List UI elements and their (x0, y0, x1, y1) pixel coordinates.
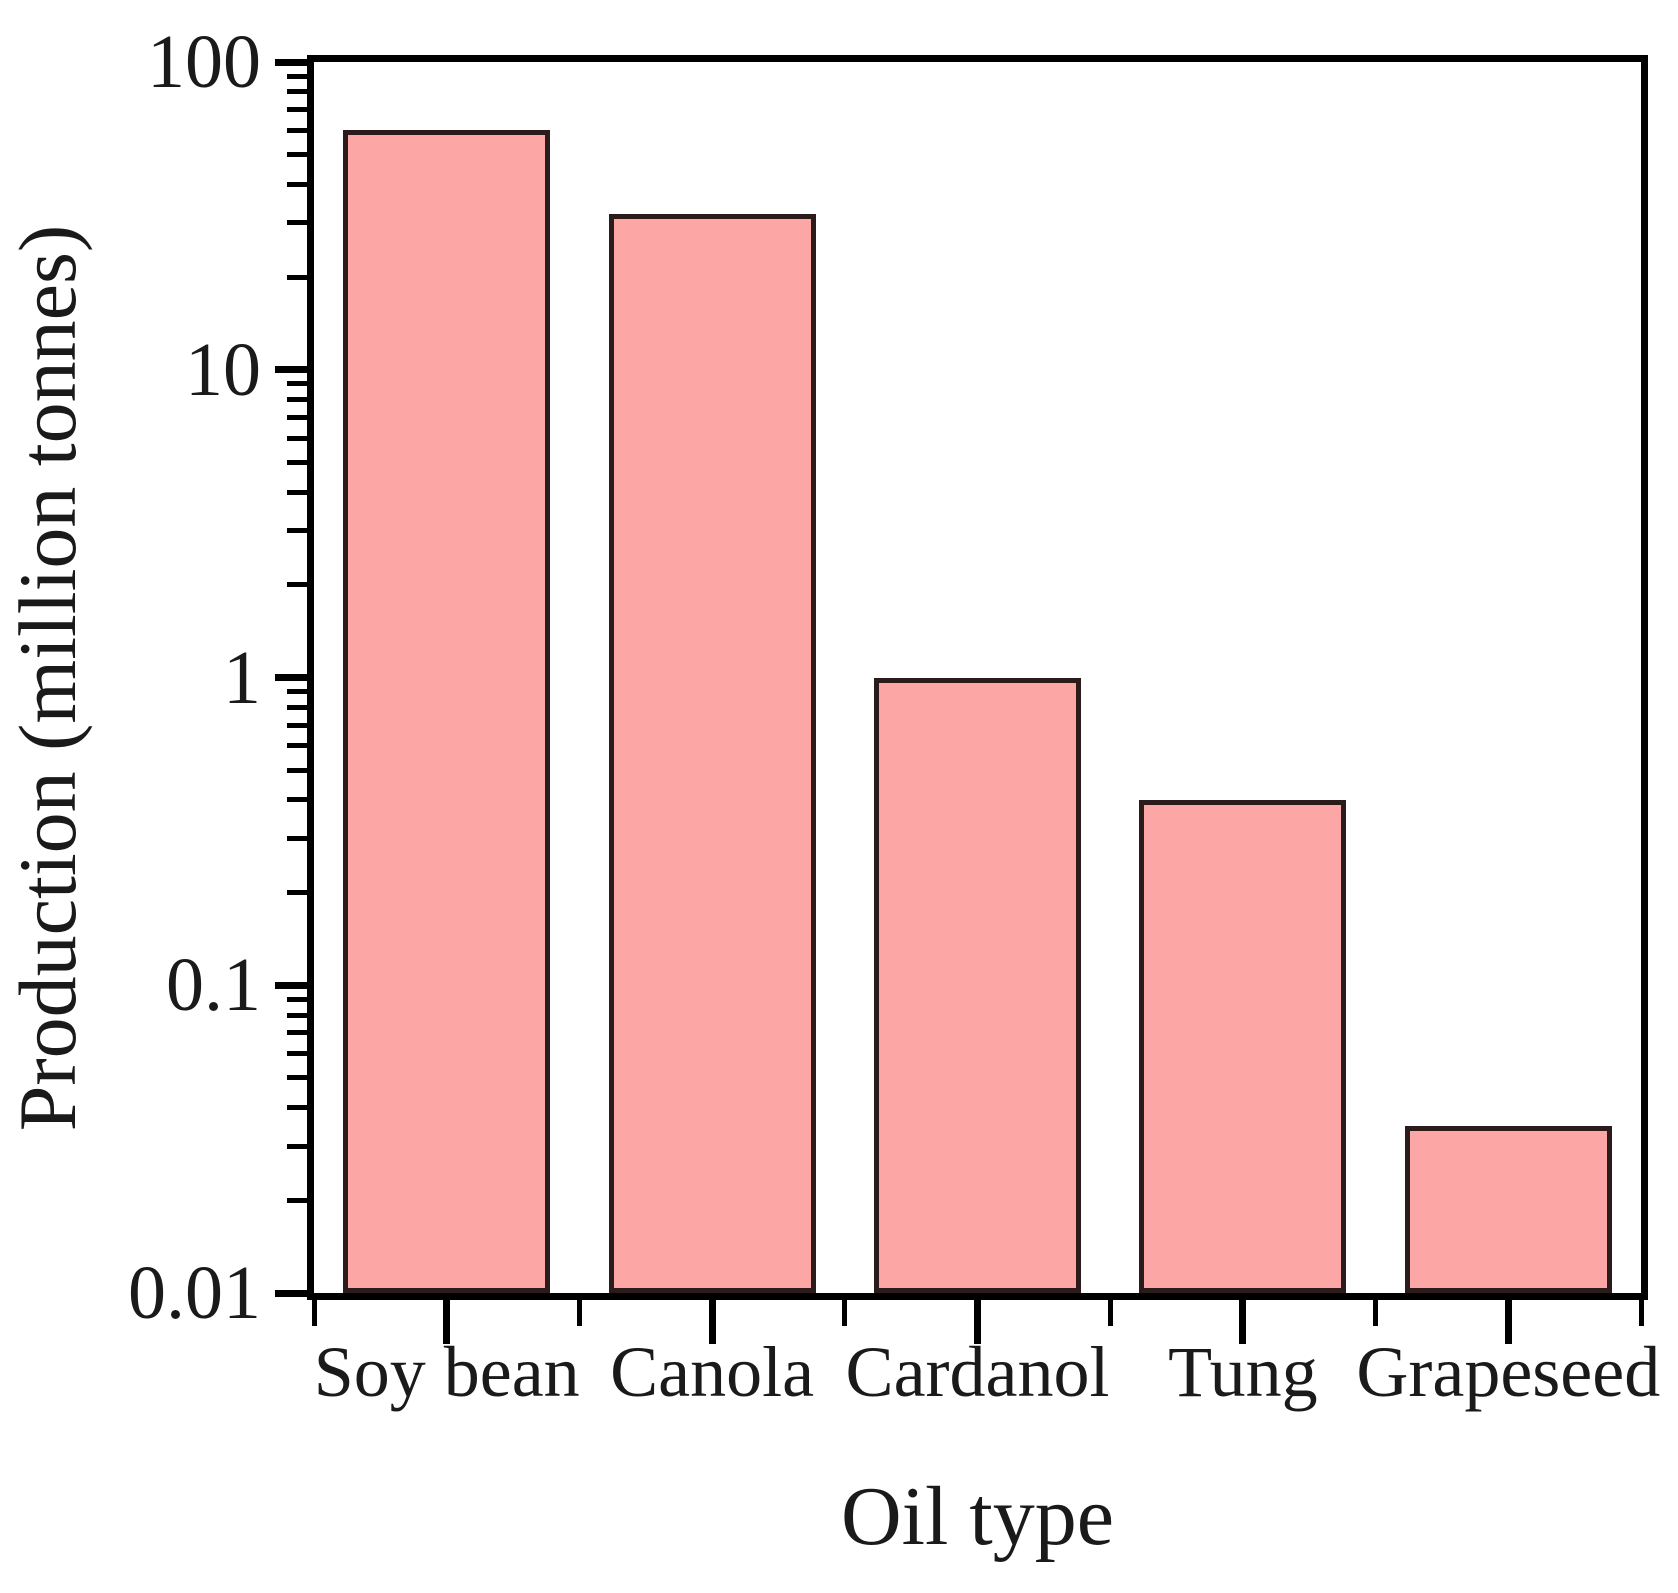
y-minor-tick (287, 996, 309, 1002)
bar-cardanol (873, 677, 1081, 1293)
x-minor-tick (1638, 1300, 1644, 1326)
y-major-tick (275, 58, 309, 66)
y-minor-tick (287, 181, 309, 187)
y-minor-tick (287, 1051, 309, 1057)
y-minor-tick (287, 704, 309, 710)
bar-canola (608, 214, 816, 1293)
x-major-tick (1504, 1300, 1512, 1344)
x-major-tick (708, 1300, 716, 1344)
x-tick-label: Canola (610, 1332, 815, 1412)
y-minor-tick (287, 489, 309, 495)
y-tick-label: 0.01 (128, 1251, 261, 1335)
x-tick-label: Tung (1168, 1332, 1318, 1412)
y-tick-label: 1 (223, 635, 261, 720)
x-axis-title: Oil type (841, 1470, 1114, 1563)
y-major-tick (275, 981, 309, 989)
y-minor-tick (287, 582, 309, 588)
y-minor-tick (287, 397, 309, 403)
y-minor-tick (287, 1030, 309, 1036)
y-minor-tick (287, 274, 309, 280)
y-major-tick (275, 674, 309, 681)
x-major-tick (443, 1300, 451, 1344)
y-minor-tick (287, 127, 309, 133)
y-minor-tick (287, 1105, 309, 1111)
y-minor-tick (287, 1197, 309, 1203)
x-minor-tick (1373, 1300, 1379, 1326)
y-tick-label: 0.1 (166, 943, 261, 1028)
y-minor-tick (287, 1143, 309, 1149)
y-minor-tick (287, 689, 309, 695)
bar-tung (1139, 799, 1347, 1293)
y-major-tick (275, 366, 309, 374)
y-minor-tick (287, 722, 309, 728)
y-minor-tick (287, 435, 309, 441)
y-minor-tick (287, 73, 309, 79)
y-minor-tick (287, 381, 309, 387)
x-tick-label: Cardanol (845, 1332, 1110, 1412)
y-minor-tick (287, 890, 309, 896)
y-minor-tick (287, 743, 309, 749)
y-minor-tick (287, 152, 309, 158)
y-minor-tick (287, 414, 309, 420)
bar-soy-bean (343, 130, 551, 1293)
x-minor-tick (842, 1300, 848, 1326)
y-minor-tick (287, 797, 309, 803)
y-minor-tick (287, 835, 309, 841)
x-minor-tick (1107, 1300, 1113, 1326)
y-tick-label: 10 (185, 327, 261, 412)
x-tick-label: Grapeseed (1356, 1332, 1661, 1412)
y-tick-label: 100 (147, 20, 261, 104)
y-minor-tick (287, 220, 309, 226)
x-major-tick (974, 1300, 981, 1344)
y-minor-tick (287, 459, 309, 465)
y-minor-tick (287, 767, 309, 773)
y-minor-tick (287, 528, 309, 534)
bar-grapeseed (1404, 1125, 1612, 1293)
x-tick-label: Soy bean (313, 1332, 580, 1412)
x-major-tick (1239, 1300, 1247, 1344)
x-minor-tick (311, 1300, 317, 1326)
y-minor-tick (287, 89, 309, 95)
y-major-tick (275, 1289, 309, 1297)
y-minor-tick (287, 107, 309, 113)
y-minor-tick (287, 1075, 309, 1081)
x-minor-tick (576, 1300, 582, 1326)
y-minor-tick (287, 1012, 309, 1018)
